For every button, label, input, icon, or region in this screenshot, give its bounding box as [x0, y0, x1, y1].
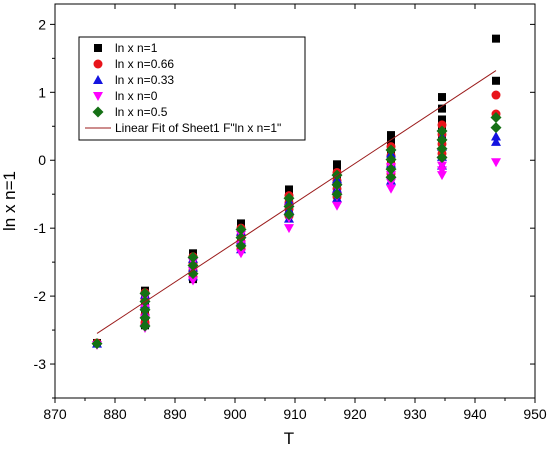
data-point — [332, 201, 342, 211]
data-point — [438, 93, 446, 102]
data-point — [491, 131, 501, 141]
data-point — [283, 209, 295, 221]
data-point — [438, 115, 446, 124]
data-point — [387, 131, 395, 140]
legend-label: Linear Fit of Sheet1 F"ln x n=1" — [115, 121, 281, 135]
y-tick-label: 1 — [38, 84, 46, 100]
data-point — [437, 161, 447, 171]
data-point — [438, 104, 446, 113]
data-point — [235, 224, 247, 236]
legend-label: ln x n=0.5 — [115, 105, 168, 119]
data-point — [437, 171, 447, 181]
data-point — [490, 111, 502, 123]
legend-swatch-square — [94, 44, 102, 52]
x-tick-label: 930 — [403, 406, 427, 422]
data-point — [436, 125, 448, 137]
legend: ln x n=1 ln x n=0.66 ln x n=0.33 ln x n=0 ln… — [78, 36, 306, 141]
y-tick-label: -1 — [34, 220, 47, 236]
data-point — [235, 240, 247, 252]
data-point — [492, 34, 500, 43]
x-tick-label: 880 — [103, 406, 127, 422]
data-point — [333, 160, 341, 169]
data-point — [437, 166, 447, 176]
data-point — [331, 188, 343, 200]
legend-box — [78, 36, 306, 141]
data-point — [139, 304, 151, 316]
data-point — [187, 268, 199, 280]
legend-label: ln x n=1 — [115, 41, 158, 55]
data-point — [284, 224, 294, 234]
x-tick-label: 920 — [343, 406, 367, 422]
plot-layer — [91, 34, 502, 351]
legend-swatch-triangle-down — [93, 92, 103, 101]
data-point — [139, 312, 151, 324]
data-point — [187, 251, 199, 263]
y-tick-label: -3 — [34, 356, 47, 372]
data-point — [285, 185, 293, 194]
data-point — [386, 178, 396, 188]
data-point — [188, 276, 198, 286]
y-axis-title: ln x n=1 — [0, 171, 19, 231]
x-tick-label: 900 — [223, 406, 247, 422]
legend-label: ln x n=0.33 — [115, 73, 174, 87]
data-point — [387, 137, 395, 146]
data-point — [139, 287, 151, 299]
data-point — [436, 152, 448, 164]
data-point — [385, 144, 397, 156]
data-point — [491, 136, 501, 146]
data-point — [331, 179, 343, 191]
data-point — [490, 122, 502, 134]
data-point — [283, 192, 295, 204]
x-tick-label: 950 — [523, 406, 547, 422]
series-4 — [91, 111, 502, 350]
axes-layer: 870 880 890 900 910 920 930 940 950 -3 -2 -1 0 1 2 — [34, 3, 547, 422]
data-point — [436, 143, 448, 155]
data-point — [385, 171, 397, 183]
data-point — [237, 219, 245, 228]
fit-line — [96, 70, 497, 334]
data-point — [436, 134, 448, 146]
legend-label: ln x n=0.66 — [115, 57, 174, 71]
x-tick-label: 870 — [43, 406, 67, 422]
legend-swatch-circle — [93, 59, 103, 69]
y-tick-label: -2 — [34, 288, 47, 304]
data-point — [91, 338, 103, 350]
x-tick-label: 890 — [163, 406, 187, 422]
data-point — [491, 158, 501, 168]
y-tick-label: 2 — [38, 16, 46, 32]
y-tick-label: 0 — [38, 152, 46, 168]
legend-swatch-triangle-up — [93, 75, 103, 84]
legend-label: ln x n=0 — [115, 89, 158, 103]
x-axis-title: T — [284, 429, 294, 448]
data-point — [385, 163, 397, 175]
data-point — [236, 249, 246, 259]
data-point — [437, 120, 447, 130]
data-point — [139, 320, 151, 332]
x-tick-label: 940 — [463, 406, 487, 422]
x-tick-label: 910 — [283, 406, 307, 422]
data-point — [491, 90, 501, 100]
data-point — [386, 184, 396, 194]
legend-swatch-diamond — [92, 106, 104, 118]
data-point — [492, 76, 500, 85]
data-point — [385, 154, 397, 166]
series-5 — [96, 70, 497, 334]
